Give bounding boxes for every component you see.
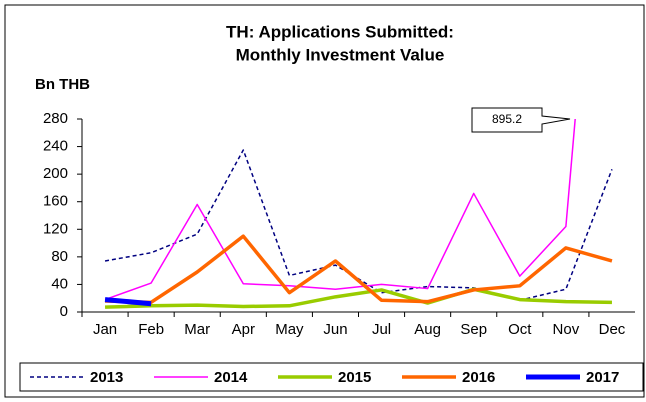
series-line — [104, 234, 613, 305]
x-tick-label: Nov — [553, 321, 580, 338]
x-tick-label: Dec — [599, 321, 626, 338]
y-tick-label: 280 — [43, 110, 68, 127]
legend-label: 2017 — [586, 369, 619, 386]
series-line — [104, 287, 612, 309]
y-tick-label: 0 — [60, 303, 68, 320]
series-line — [104, 297, 152, 307]
x-tick-label: Sep — [460, 321, 487, 338]
x-tick-label: May — [275, 321, 304, 338]
x-tick-label: Jul — [372, 321, 391, 338]
legend-box — [19, 362, 644, 392]
chart-frame — [4, 4, 645, 398]
y-tick-label: 80 — [51, 248, 68, 265]
x-tick-label: Jan — [93, 321, 117, 338]
callout — [471, 107, 571, 133]
y-tick-label: 120 — [43, 220, 68, 237]
x-tick-label: Feb — [138, 321, 164, 338]
y-tick-label: 240 — [43, 138, 68, 155]
y-tick-label: 200 — [43, 165, 68, 182]
x-tick-label: Mar — [184, 321, 210, 338]
series-line — [104, 119, 576, 301]
chart-title: TH: Applications Submitted: — [226, 22, 454, 41]
x-tick-label: Oct — [508, 321, 532, 338]
chart-title: Monthly Investment Value — [236, 45, 445, 64]
y-axis-label: Bn THB — [35, 76, 90, 93]
legend-label: 2015 — [338, 369, 371, 386]
series-line — [104, 149, 613, 302]
legend-label: 2014 — [214, 369, 248, 386]
y-tick-label: 160 — [43, 193, 68, 210]
x-tick-label: Aug — [414, 321, 441, 338]
x-tick-label: Apr — [232, 321, 255, 338]
annotation: 895.2 — [492, 112, 522, 126]
x-tick-label: Jun — [323, 321, 347, 338]
plot-lines — [104, 119, 613, 309]
legend-label: 2013 — [90, 369, 123, 386]
y-tick-label: 40 — [51, 275, 68, 292]
legend-label: 2016 — [462, 369, 495, 386]
